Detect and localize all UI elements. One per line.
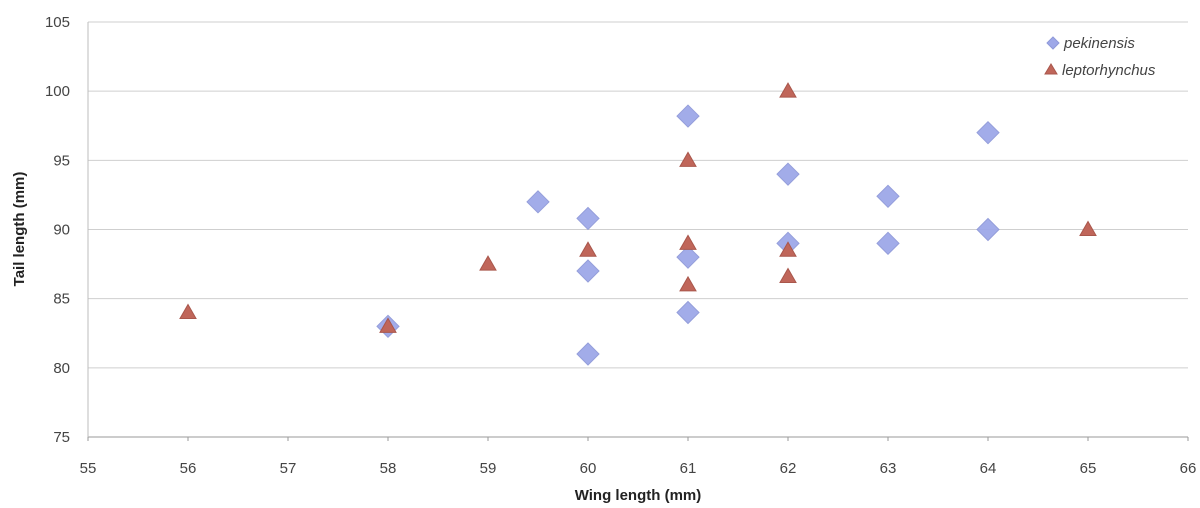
legend-item-leptorhynchus: leptorhynchus (1044, 62, 1156, 79)
x-tick-label: 62 (780, 460, 797, 477)
point-leptorhynchus (1079, 220, 1097, 236)
point-pekinensis (526, 190, 550, 214)
x-tick-labels: 55 56 57 58 59 60 61 62 63 64 65 66 (80, 437, 1197, 477)
x-tick-label: 57 (280, 460, 297, 477)
point-pekinensis (976, 120, 1000, 145)
point-leptorhynchus (579, 241, 597, 257)
point-pekinensis (576, 206, 600, 231)
point-pekinensis (576, 259, 600, 283)
x-tick-label: 64 (980, 460, 997, 477)
point-leptorhynchus (679, 275, 697, 292)
x-tick-label: 58 (380, 460, 397, 477)
point-pekinensis (976, 217, 1000, 242)
point-pekinensis (576, 342, 600, 366)
y-tick-label: 105 (45, 14, 70, 31)
legend-marker-leptorhynchus (1044, 63, 1058, 75)
x-tick-label: 61 (680, 460, 697, 477)
point-leptorhynchus (779, 82, 797, 98)
y-tick-label: 80 (53, 360, 70, 377)
x-tick-label: 65 (1080, 460, 1097, 477)
y-tick-label: 85 (53, 291, 70, 308)
point-leptorhynchus (779, 267, 797, 284)
gridlines (88, 21, 1188, 369)
legend-label-leptorhynchus: leptorhynchus (1062, 62, 1156, 79)
x-tick-label: 59 (480, 460, 497, 477)
y-tick-labels: 75 80 85 90 95 100 105 (45, 14, 70, 446)
point-leptorhynchus (679, 234, 697, 250)
point-pekinensis (876, 184, 900, 209)
x-tick-label: 63 (880, 460, 897, 477)
data-points (179, 82, 1097, 366)
point-leptorhynchus (179, 303, 197, 319)
x-tick-label: 66 (1180, 460, 1197, 477)
y-tick-label: 100 (45, 83, 70, 100)
point-pekinensis (676, 104, 700, 128)
point-pekinensis (676, 300, 700, 325)
y-tick-label: 95 (53, 152, 70, 169)
y-tick-label: 90 (53, 222, 70, 239)
x-tick-label: 55 (80, 460, 97, 477)
x-tick-label: 56 (180, 460, 197, 477)
point-pekinensis (876, 231, 900, 256)
y-tick-label: 75 (53, 429, 70, 446)
legend-label-pekinensis: pekinensis (1063, 35, 1135, 52)
legend-item-pekinensis: pekinensis (1046, 35, 1135, 52)
y-axis-title: Tail length (mm) (11, 172, 28, 287)
x-axis-title: Wing length (mm) (575, 487, 702, 504)
x-tick-label: 60 (580, 460, 597, 477)
legend: pekinensis leptorhynchus (1044, 35, 1156, 79)
legend-marker-pekinensis (1046, 36, 1060, 50)
point-leptorhynchus (479, 255, 497, 271)
point-leptorhynchus (379, 317, 397, 333)
point-leptorhynchus (679, 151, 697, 167)
point-leptorhynchus (779, 241, 797, 257)
point-pekinensis (776, 162, 800, 186)
point-pekinensis (676, 245, 700, 269)
